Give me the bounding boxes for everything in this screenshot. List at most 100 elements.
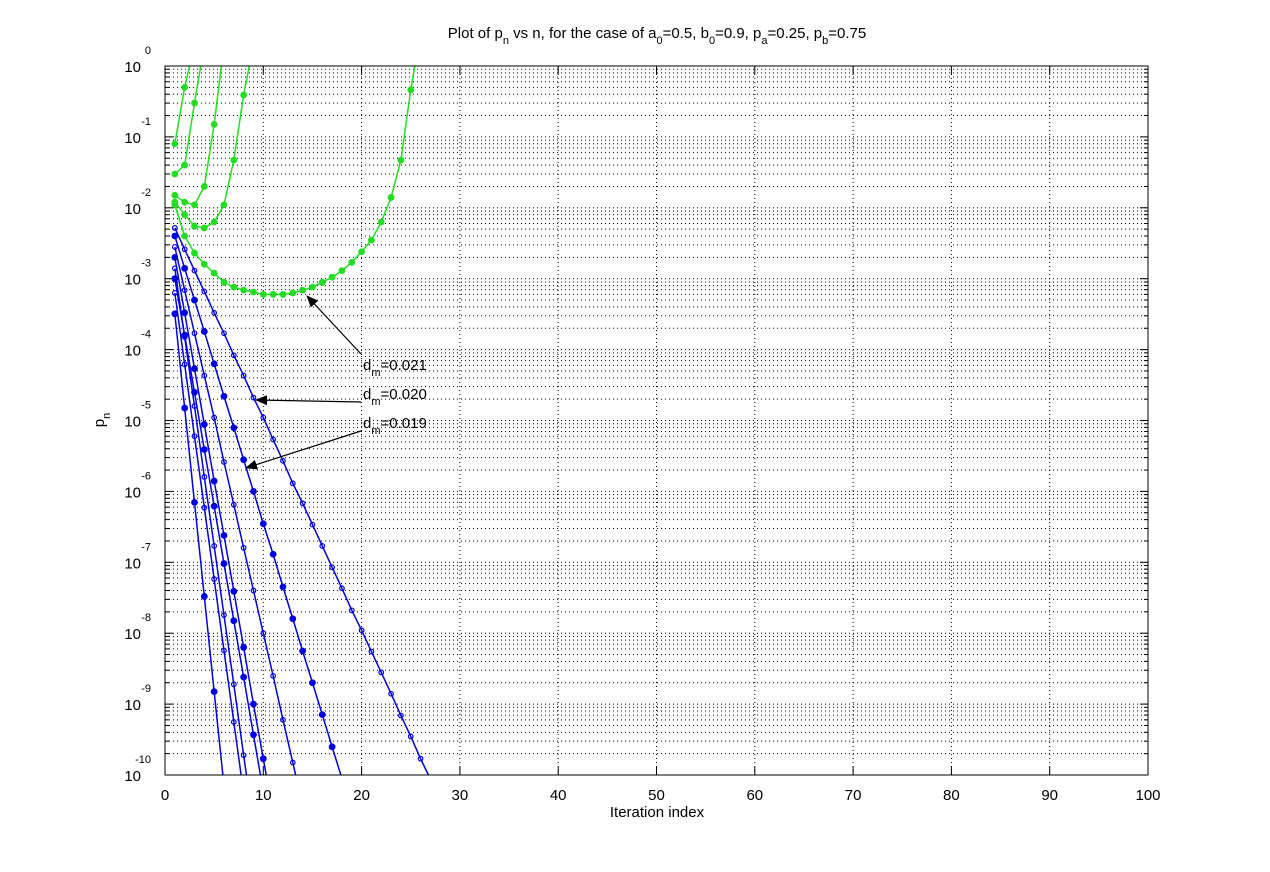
data-point <box>338 267 346 275</box>
data-point <box>398 712 404 719</box>
data-point <box>259 291 267 298</box>
data-point <box>230 156 238 164</box>
data-point <box>171 275 179 283</box>
series-line <box>174 278 262 775</box>
data-point <box>210 502 218 510</box>
data-point <box>210 218 218 226</box>
data-point <box>191 330 198 337</box>
y-tick-label: 10 <box>124 130 141 147</box>
data-point <box>240 286 248 294</box>
data-point <box>220 278 228 286</box>
data-point <box>221 612 227 619</box>
series-line <box>174 235 342 775</box>
data-point <box>309 521 316 528</box>
data-point <box>221 647 227 654</box>
data-point <box>250 731 257 739</box>
text-part: p <box>91 419 108 427</box>
data-point <box>220 201 228 209</box>
data-point <box>191 296 198 304</box>
text-part: =0.020 <box>381 386 427 403</box>
y-tick-exponent: -9 <box>141 683 151 695</box>
y-tick-label: 10 <box>124 59 141 76</box>
annotation: dm=0.020 <box>363 386 427 408</box>
data-point <box>210 269 218 277</box>
data-point <box>318 278 326 286</box>
data-point <box>191 99 198 107</box>
data-point <box>171 310 179 318</box>
data-point <box>279 291 287 298</box>
data-point <box>171 191 179 199</box>
data-point <box>230 352 237 359</box>
data-point <box>230 719 237 725</box>
data-point <box>191 222 198 230</box>
data-point <box>289 615 297 623</box>
data-point <box>211 543 218 549</box>
data-point <box>348 258 356 266</box>
text-part: =0.75 <box>828 25 866 42</box>
data-point <box>210 477 218 485</box>
x-tick-label: 50 <box>648 787 665 804</box>
data-point <box>240 544 247 551</box>
annotation: dm=0.019 <box>363 415 427 437</box>
data-point <box>171 170 179 178</box>
data-point <box>289 759 296 766</box>
data-point <box>269 291 277 298</box>
data-point <box>181 161 189 169</box>
series-line <box>174 227 430 775</box>
data-point <box>250 700 257 708</box>
annotation-arrow <box>255 395 362 406</box>
data-point <box>230 424 238 432</box>
data-point <box>191 267 198 274</box>
data-point <box>319 543 326 549</box>
data-point <box>260 414 267 421</box>
data-point <box>280 716 286 723</box>
y-tick-exponent: -8 <box>141 612 151 624</box>
data-point <box>250 288 257 296</box>
chart-title: Plot of pn vs n, for the case of a0=0.5,… <box>448 25 866 47</box>
x-tick-label: 20 <box>353 787 370 804</box>
data-point <box>328 743 336 751</box>
data-point <box>388 690 394 697</box>
axes-box <box>164 65 1149 776</box>
grid <box>164 65 1149 776</box>
x-tick-label: 30 <box>452 787 469 804</box>
y-tick-label: 10 <box>124 343 141 360</box>
data-point <box>200 260 208 268</box>
series-line <box>174 246 297 775</box>
y-tick-label: 10 <box>124 272 141 289</box>
x-tick-label: 70 <box>845 787 862 804</box>
data-point <box>230 617 238 625</box>
data-point <box>259 520 267 528</box>
y-tick-exponent: -5 <box>141 400 151 412</box>
series-line <box>174 66 202 175</box>
data-point <box>171 253 179 261</box>
data-point <box>191 365 198 372</box>
x-tick-label: 60 <box>746 787 763 804</box>
subscript: n <box>503 35 509 47</box>
text-part: =0.9, p <box>715 25 761 42</box>
data-point <box>200 593 208 600</box>
x-tick-label: 90 <box>1041 787 1058 804</box>
series-line <box>174 292 242 775</box>
data-point <box>269 550 277 558</box>
data-point <box>407 86 415 94</box>
annotation: dm=0.021 <box>363 357 427 379</box>
x-tick-label: 100 <box>1135 787 1160 804</box>
data-point <box>191 498 198 506</box>
data-point <box>191 201 198 209</box>
data-point <box>191 433 198 440</box>
series-line <box>174 268 248 775</box>
plot-marks <box>171 66 430 775</box>
data-point <box>191 249 198 257</box>
text-part: d <box>363 415 371 432</box>
labels: Plot of pn vs n, for the case of a0=0.5,… <box>91 25 1161 804</box>
x-tick-label: 10 <box>255 787 272 804</box>
text-part: =0.5, b <box>663 25 709 42</box>
data-point <box>348 607 355 614</box>
text-part: =0.021 <box>381 357 427 374</box>
y-tick-exponent: 0 <box>145 45 151 57</box>
data-point <box>200 224 208 232</box>
data-point <box>181 264 189 272</box>
data-point <box>259 755 267 763</box>
